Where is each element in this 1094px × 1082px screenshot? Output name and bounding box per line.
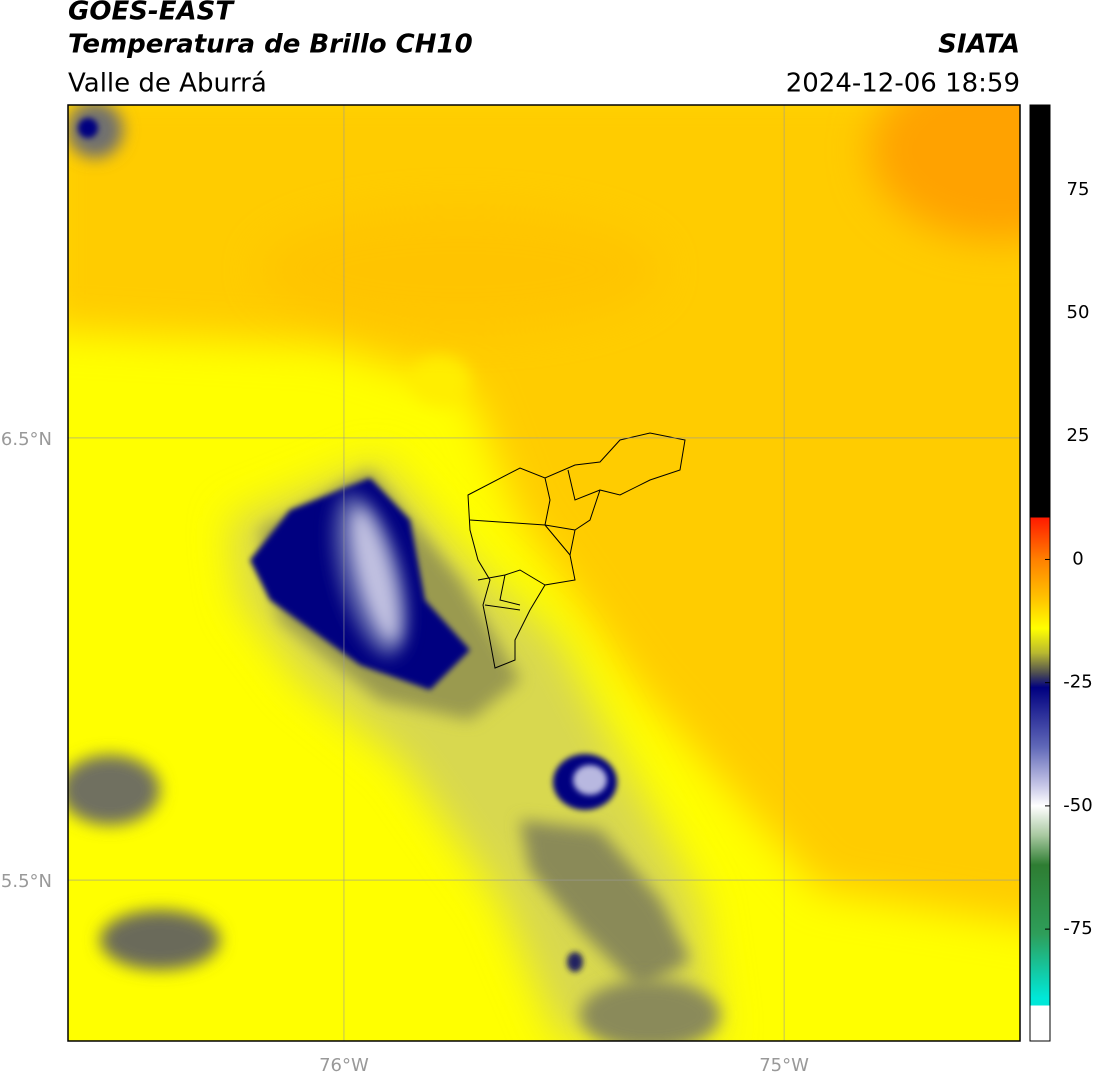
colorbar-tick-label: -75: [1063, 918, 1092, 939]
datetime: 2024-12-06 18:59: [786, 69, 1020, 99]
lon-label: 76°W: [319, 1055, 369, 1076]
lat-label: 5.5°N: [1, 871, 52, 892]
colorbar-tick-label: -25: [1063, 672, 1092, 693]
source: SIATA: [938, 30, 1020, 60]
colorbar-tick-label: 50: [1067, 302, 1090, 323]
subtitle: Temperatura de Brillo CH10: [68, 30, 473, 60]
colorbar-tick-label: 25: [1067, 425, 1090, 446]
map-frame: [67, 104, 1021, 1042]
temperature-field: [68, 105, 1020, 1041]
lon-label: 75°W: [759, 1055, 809, 1076]
graticule: [68, 105, 1020, 1041]
colorbar-tick-label: 75: [1067, 179, 1090, 200]
title: GOES-EAST: [68, 0, 235, 27]
lat-label: 6.5°N: [1, 429, 52, 450]
colorbar-tick-label: 0: [1072, 548, 1083, 569]
region: Valle de Aburrá: [68, 69, 267, 99]
colorbar-tick-label: -50: [1063, 795, 1092, 816]
municipal-boundaries: [467, 432, 686, 669]
colorbar: [1029, 104, 1051, 1042]
